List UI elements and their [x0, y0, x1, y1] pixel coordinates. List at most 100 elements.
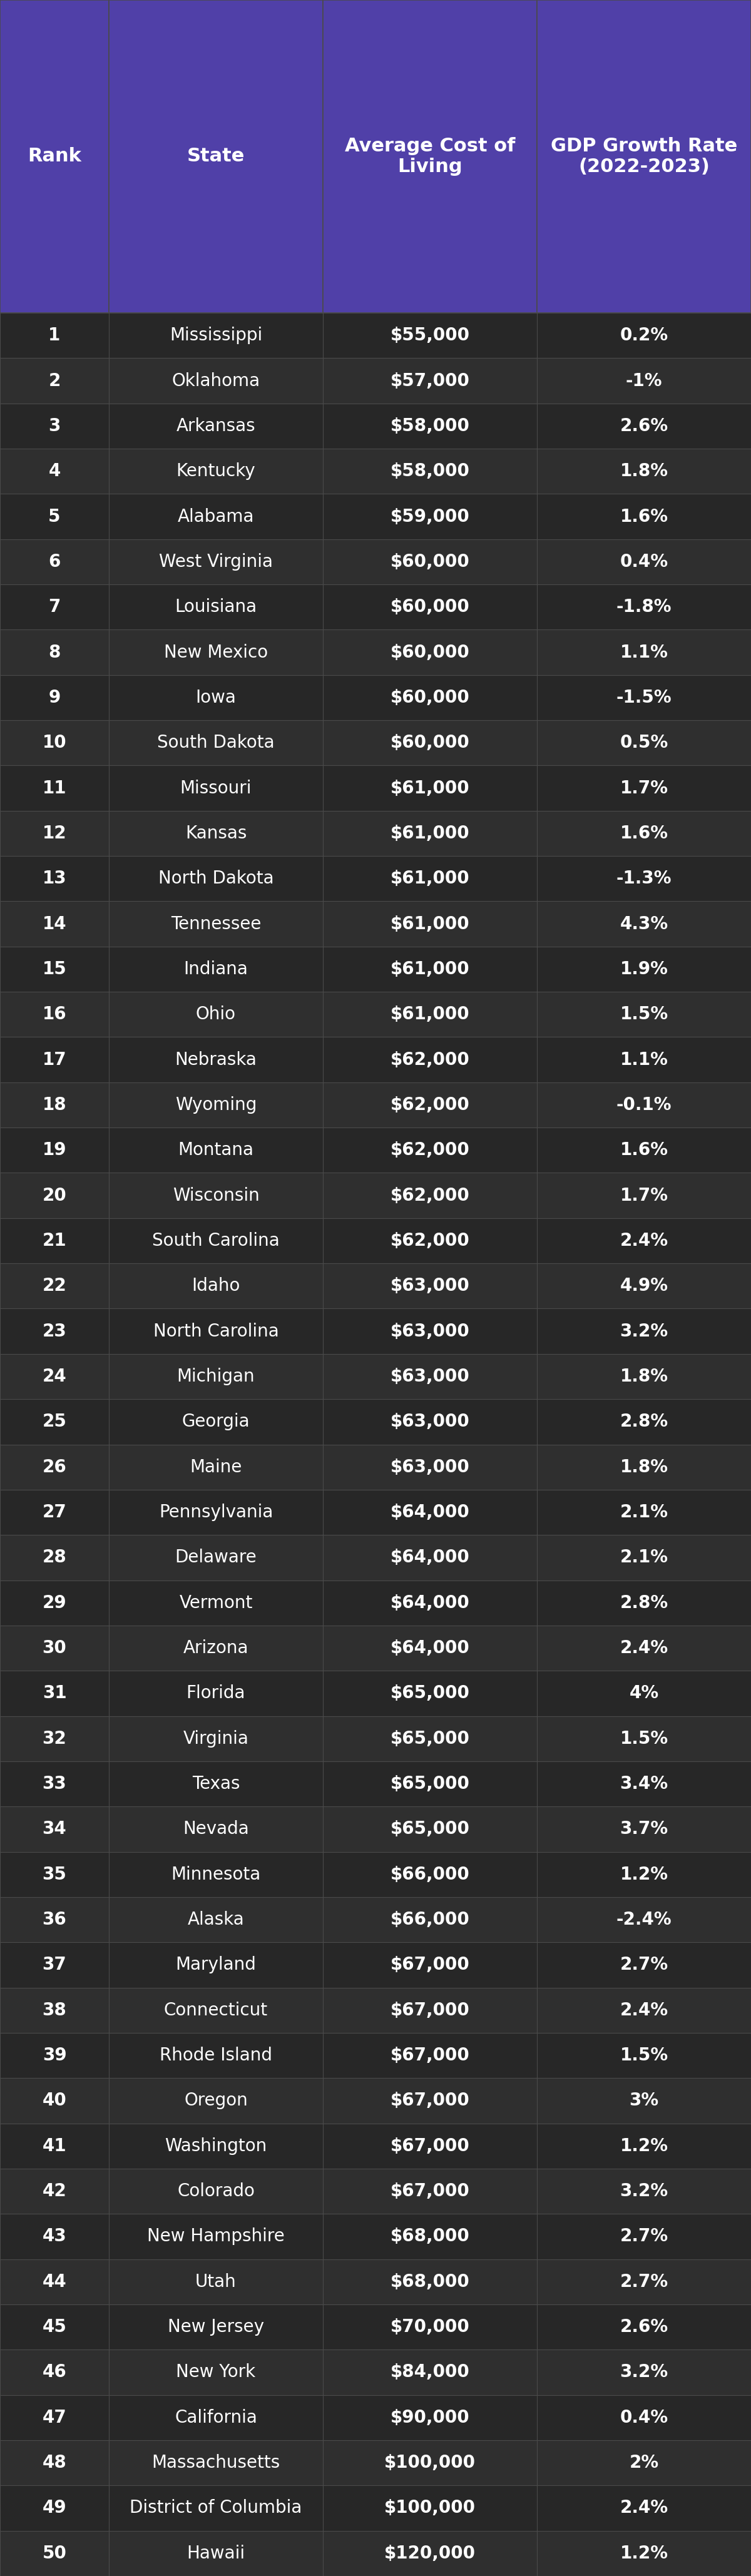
- Text: New Mexico: New Mexico: [164, 644, 268, 662]
- Bar: [109, 1535, 323, 1579]
- Text: $65,000: $65,000: [391, 1775, 469, 1793]
- Text: South Dakota: South Dakota: [157, 734, 275, 752]
- Text: 14: 14: [42, 914, 67, 933]
- Text: 1.7%: 1.7%: [620, 781, 668, 796]
- Text: 2.1%: 2.1%: [620, 1504, 668, 1520]
- Bar: [537, 1128, 751, 1172]
- Bar: [0, 448, 109, 495]
- Text: 20: 20: [42, 1188, 67, 1203]
- Bar: [323, 2349, 537, 2396]
- Bar: [537, 585, 751, 629]
- Bar: [537, 1309, 751, 1355]
- Text: Texas: Texas: [192, 1775, 240, 1793]
- Text: $70,000: $70,000: [391, 2318, 469, 2336]
- Text: 37: 37: [42, 1955, 67, 1973]
- Bar: [109, 675, 323, 721]
- Bar: [109, 448, 323, 495]
- Text: $59,000: $59,000: [391, 507, 469, 526]
- Bar: [0, 629, 109, 675]
- Bar: [109, 992, 323, 1038]
- Bar: [109, 629, 323, 675]
- Text: 15: 15: [42, 961, 67, 979]
- Bar: [0, 1625, 109, 1672]
- Bar: [0, 1489, 109, 1535]
- Text: 3.2%: 3.2%: [620, 1321, 668, 1340]
- Bar: [537, 1989, 751, 2032]
- Bar: [0, 855, 109, 902]
- Text: 3.4%: 3.4%: [620, 1775, 668, 1793]
- Bar: [0, 1579, 109, 1625]
- Bar: [537, 1399, 751, 1445]
- Bar: [323, 1535, 537, 1579]
- Bar: [0, 1716, 109, 1762]
- Bar: [323, 1896, 537, 1942]
- Text: 1.5%: 1.5%: [620, 2048, 668, 2063]
- Bar: [0, 1218, 109, 1262]
- Bar: [323, 1309, 537, 1355]
- Bar: [0, 2439, 109, 2486]
- Text: $67,000: $67,000: [391, 2092, 469, 2110]
- Bar: [0, 992, 109, 1038]
- Text: $63,000: $63,000: [391, 1278, 469, 1296]
- Text: Kentucky: Kentucky: [176, 464, 255, 479]
- Bar: [0, 2123, 109, 2169]
- Text: 1.2%: 1.2%: [620, 1865, 668, 1883]
- Bar: [109, 358, 323, 404]
- Text: 50: 50: [42, 2545, 67, 2563]
- Bar: [537, 1672, 751, 1716]
- Text: South Carolina: South Carolina: [152, 1231, 279, 1249]
- Text: West Virginia: West Virginia: [159, 554, 273, 569]
- Text: 28: 28: [42, 1548, 67, 1566]
- Bar: [537, 2123, 751, 2169]
- Text: 1.8%: 1.8%: [620, 1368, 668, 1386]
- Bar: [323, 1399, 537, 1445]
- Text: $120,000: $120,000: [385, 2545, 475, 2563]
- Text: Arizona: Arizona: [183, 1638, 249, 1656]
- Bar: [537, 448, 751, 495]
- Bar: [109, 2306, 323, 2349]
- Bar: [323, 721, 537, 765]
- Bar: [109, 2213, 323, 2259]
- Bar: [323, 1806, 537, 1852]
- Text: 47: 47: [42, 2409, 67, 2427]
- Text: 1.1%: 1.1%: [620, 1051, 668, 1069]
- Bar: [109, 1445, 323, 1489]
- Text: Mississippi: Mississippi: [170, 327, 262, 345]
- Bar: [109, 2259, 323, 2306]
- Text: 0.2%: 0.2%: [620, 327, 668, 345]
- Text: Indiana: Indiana: [184, 961, 248, 979]
- Bar: [0, 495, 109, 538]
- Text: 18: 18: [42, 1097, 67, 1113]
- Text: $60,000: $60,000: [391, 598, 469, 616]
- Bar: [109, 902, 323, 945]
- Bar: [323, 902, 537, 945]
- Text: Washington: Washington: [164, 2138, 267, 2154]
- Bar: [109, 538, 323, 585]
- Text: $62,000: $62,000: [391, 1141, 469, 1159]
- Text: $67,000: $67,000: [391, 2002, 469, 2020]
- Bar: [537, 721, 751, 765]
- Text: 17: 17: [42, 1051, 67, 1069]
- Text: 38: 38: [42, 2002, 67, 2020]
- Bar: [537, 1038, 751, 1082]
- Text: 22: 22: [42, 1278, 67, 1296]
- Bar: [109, 495, 323, 538]
- Bar: [0, 1399, 109, 1445]
- Bar: [323, 312, 537, 358]
- Text: Virginia: Virginia: [183, 1731, 249, 1747]
- Text: 16: 16: [42, 1005, 67, 1023]
- Text: New Jersey: New Jersey: [167, 2318, 264, 2336]
- Text: Nebraska: Nebraska: [175, 1051, 257, 1069]
- Text: $67,000: $67,000: [391, 1955, 469, 1973]
- Bar: [0, 1942, 109, 1989]
- Bar: [0, 0, 109, 312]
- Bar: [323, 1128, 537, 1172]
- Bar: [0, 1762, 109, 1806]
- Bar: [537, 2439, 751, 2486]
- Bar: [109, 1852, 323, 1896]
- Text: 41: 41: [42, 2138, 67, 2154]
- Text: 1.8%: 1.8%: [620, 1458, 668, 1476]
- Bar: [109, 1399, 323, 1445]
- Text: 11: 11: [42, 781, 67, 796]
- Bar: [323, 404, 537, 448]
